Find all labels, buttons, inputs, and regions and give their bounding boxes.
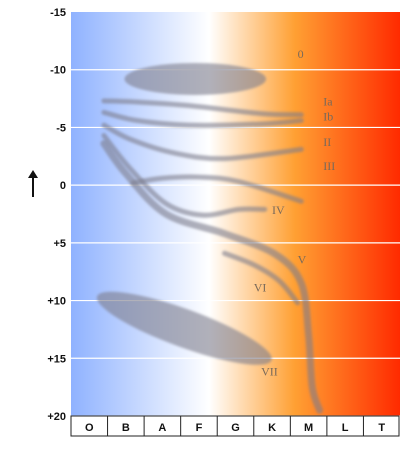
y-axis: -15 -10 -5 0 +5 +10 +15 +20 [47,7,66,423]
band-class-ii [101,122,304,162]
class-label-iii: III [323,159,335,173]
y-tick-label: +5 [53,238,66,250]
x-tick-label: G [231,422,240,434]
x-tick-label: M [304,422,313,434]
band-class-iii [130,174,304,204]
class-label-0: 0 [298,47,304,61]
y-tick-label: -15 [50,7,66,19]
class-label-ia: Ia [323,94,333,108]
band-class-vi [222,250,301,306]
x-tick-label: T [378,422,385,434]
band-class-ib [101,109,304,128]
x-tick-label: B [122,422,130,434]
y-axis-arrow [28,170,38,197]
x-tick-label: O [85,422,94,434]
x-tick-label: F [196,422,203,434]
x-tick-label: A [158,422,166,434]
y-tick-label: -5 [56,122,66,134]
class-label-vi: VI [254,280,267,294]
x-axis-bar [70,415,400,437]
y-tick-label: +10 [47,296,66,308]
class-label-v: V [298,253,307,267]
band-class-ia [101,98,304,118]
band-class-v [100,140,324,414]
class-label-ib: Ib [323,110,333,124]
band-class-0 [124,62,267,95]
x-tick-label: K [268,422,276,434]
x-tick-label: L [342,422,349,434]
class-label-ii: II [323,135,331,149]
band-class-vii [96,291,272,365]
y-tick-label: -10 [50,65,66,77]
y-tick-label: +20 [47,411,66,423]
y-tick-label: +15 [47,353,66,365]
band-class-iv [101,133,268,218]
class-label-iv: IV [272,203,285,217]
class-label-vii: VII [261,365,278,379]
y-tick-label: 0 [60,180,66,192]
luminosity-bands [96,62,324,414]
